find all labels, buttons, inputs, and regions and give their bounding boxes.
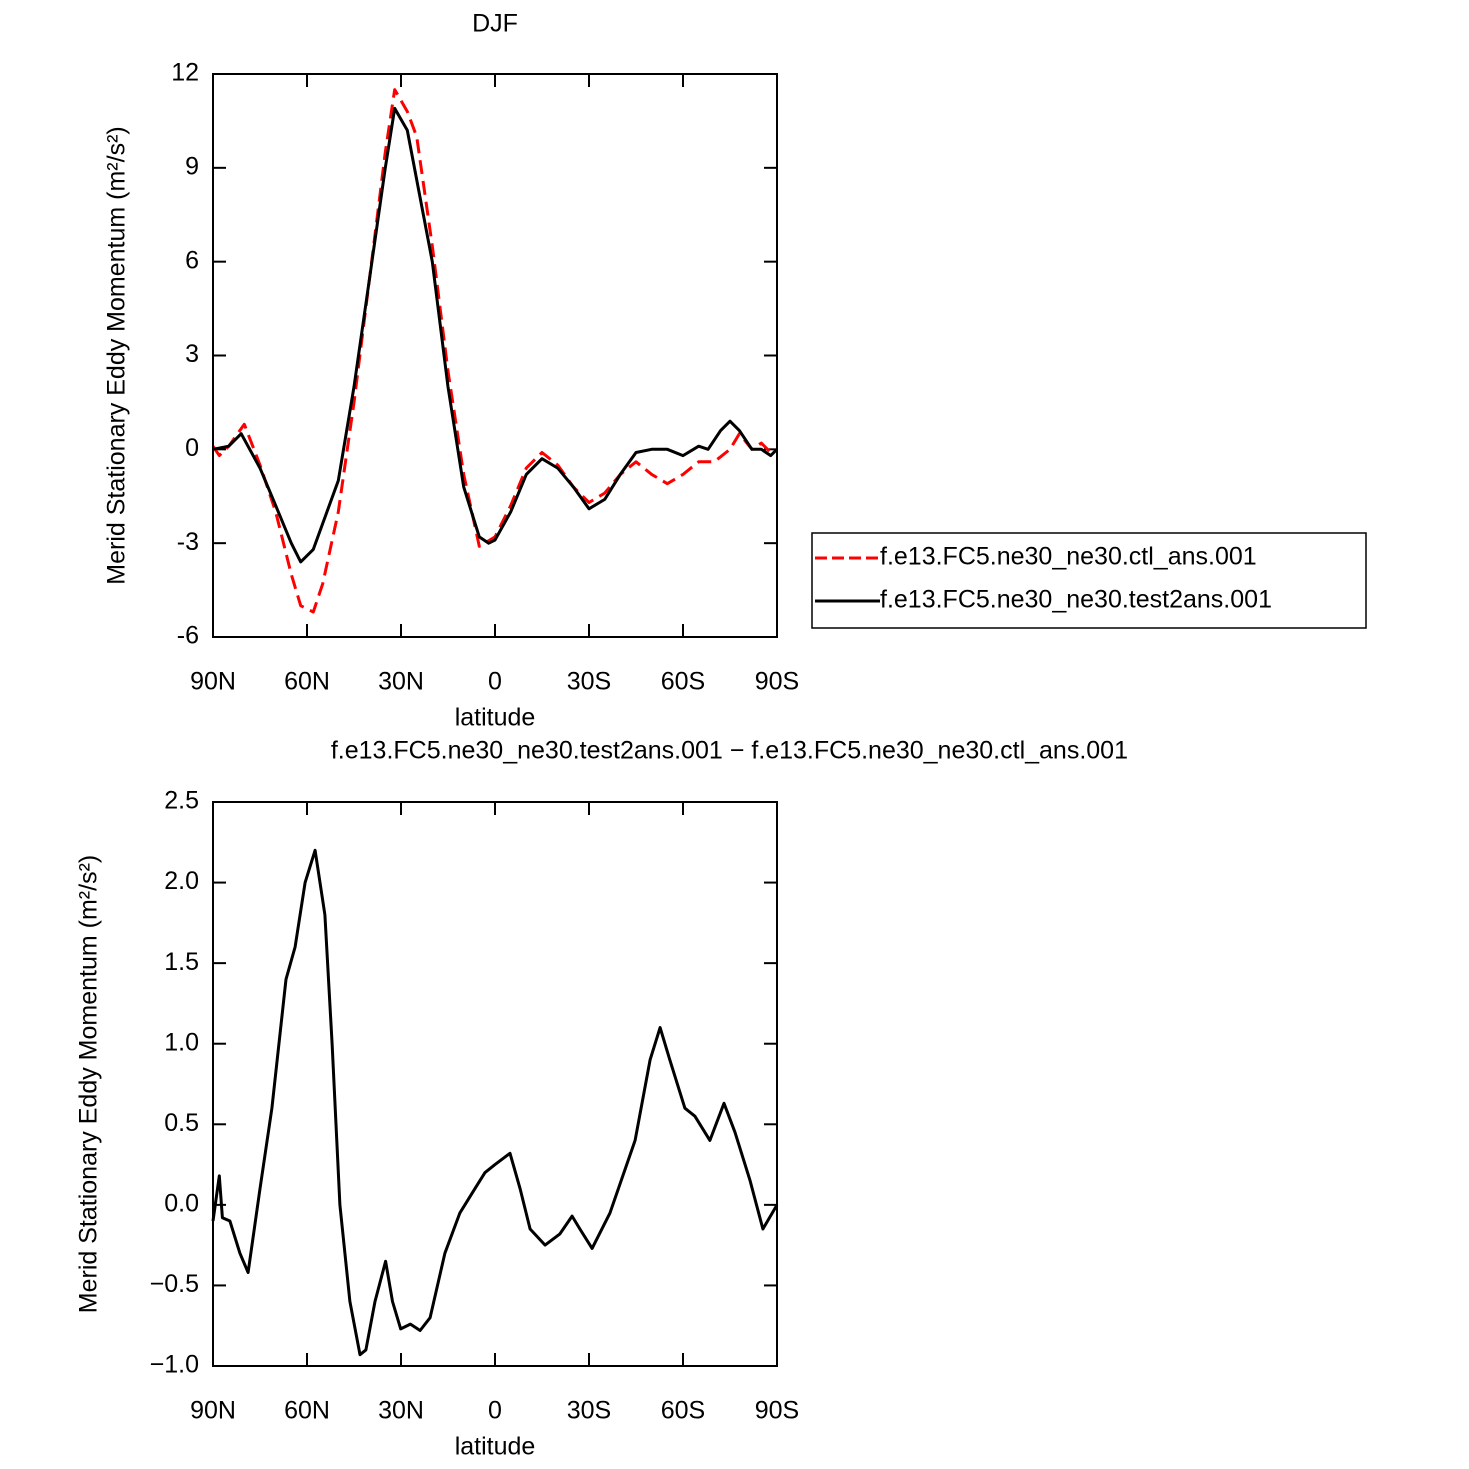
legend-box xyxy=(811,532,1367,629)
y-tick-label: 2.0 xyxy=(164,867,199,895)
y-tick-label: −1.0 xyxy=(150,1351,199,1379)
y-tick-label: 12 xyxy=(171,59,199,87)
legend-label: f.e13.FC5.ne30_ne30.ctl_ans.001 xyxy=(880,543,1257,571)
y-tick-label: -3 xyxy=(177,528,199,556)
x-tick-label: 30S xyxy=(567,668,611,696)
x-axis-label: latitude xyxy=(455,704,536,732)
data-line xyxy=(211,88,778,614)
y-tick-label: 6 xyxy=(185,246,199,274)
x-tick-label: 60S xyxy=(661,1397,705,1425)
y-tick-label: −0.5 xyxy=(150,1270,199,1298)
x-tick-label: 30S xyxy=(567,1397,611,1425)
x-tick-label: 0 xyxy=(488,668,502,696)
y-tick-label: 9 xyxy=(185,152,199,180)
y-tick-label: 3 xyxy=(185,340,199,368)
data-line xyxy=(211,848,779,1357)
y-tick-label: 0.5 xyxy=(164,1109,199,1137)
x-tick-label: 60N xyxy=(284,668,330,696)
y-axis-label: Merid Stationary Eddy Momentum (m²/s²) xyxy=(75,855,103,1313)
plot-frame xyxy=(212,73,778,638)
x-tick-label: 30N xyxy=(378,1397,424,1425)
y-tick-label: 0 xyxy=(185,434,199,462)
y-tick-label: -6 xyxy=(177,622,199,650)
chart-title: f.e13.FC5.ne30_ne30.test2ans.001 − f.e13… xyxy=(331,737,1128,765)
chart-title: DJF xyxy=(472,10,518,38)
plot-frame xyxy=(212,801,778,1367)
x-tick-label: 0 xyxy=(488,1397,502,1425)
x-tick-label: 90N xyxy=(190,1397,236,1425)
x-tick-label: 90N xyxy=(190,668,236,696)
x-tick-label: 30N xyxy=(378,668,424,696)
x-tick-label: 60N xyxy=(284,1397,330,1425)
x-tick-label: 90S xyxy=(755,1397,799,1425)
y-tick-label: 0.0 xyxy=(164,1189,199,1217)
y-tick-label: 2.5 xyxy=(164,787,199,815)
data-line xyxy=(212,106,779,564)
x-axis-label: latitude xyxy=(455,1433,536,1461)
y-tick-label: 1.5 xyxy=(164,948,199,976)
legend-label: f.e13.FC5.ne30_ne30.test2ans.001 xyxy=(880,586,1272,614)
x-tick-label: 60S xyxy=(661,668,705,696)
y-axis-label: Merid Stationary Eddy Momentum (m²/s²) xyxy=(103,126,131,584)
x-tick-label: 90S xyxy=(755,668,799,696)
y-tick-label: 1.0 xyxy=(164,1028,199,1056)
